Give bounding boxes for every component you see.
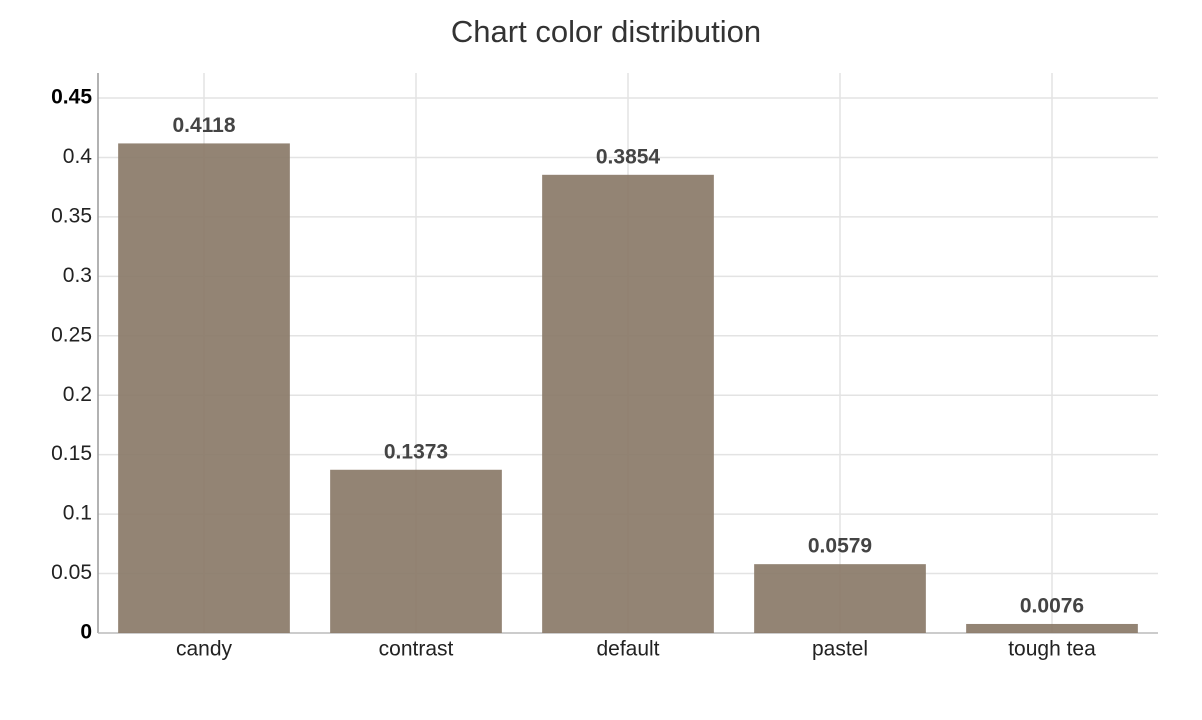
y-tick-label: 0 [80,621,92,644]
data-label: 0.1373 [384,440,448,463]
data-label: 0.0579 [808,535,872,558]
bar [754,564,926,633]
y-tick-label: 0.2 [63,383,92,406]
bar [330,469,502,633]
y-tick-label: 0.3 [63,264,92,287]
y-tick-label: 0.4 [63,145,93,168]
bar [118,143,290,633]
y-tick-label: 0.05 [51,561,92,584]
y-tick-label: 0.35 [51,204,92,227]
data-label: 0.0076 [1020,595,1084,618]
chart-title: Chart color distribution [451,14,761,49]
y-tick-label: 0.45 [51,86,92,109]
x-tick-label: candy [176,638,233,661]
bar [966,623,1138,633]
y-tick-label: 0.1 [63,502,92,525]
y-tick-label: 0.25 [51,323,92,346]
x-tick-label: default [596,638,659,661]
x-tick-label: tough tea [1008,638,1096,661]
data-label: 0.3854 [596,145,661,168]
x-tick-label: contrast [379,638,454,661]
data-label: 0.4118 [172,114,235,137]
bar [542,174,714,633]
x-tick-label: pastel [812,638,868,661]
y-tick-label: 0.15 [51,442,92,465]
